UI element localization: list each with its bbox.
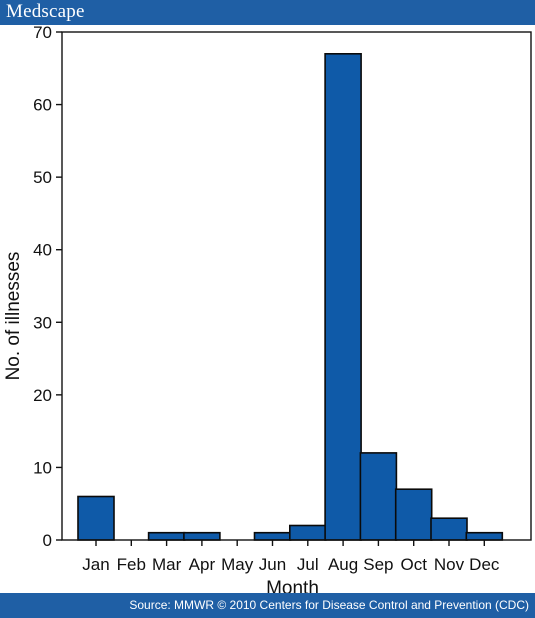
y-tick-label: 0 (43, 531, 52, 550)
bar-dec (465, 531, 504, 541)
bar-chart: 0 10 20 30 40 50 60 70 Jan Feb Mar Apr May Jun Jul Aug… (3, 23, 532, 599)
y-tick-label: 20 (33, 386, 52, 405)
bar-jun (253, 531, 292, 541)
x-tick-label-jul: Jul (297, 555, 319, 574)
bar-nov (430, 517, 468, 541)
y-axis-label: No. of illnesses (3, 252, 24, 381)
bar-jul (288, 524, 327, 541)
y-ticks-group: 0 10 20 30 40 50 60 70 (33, 23, 62, 550)
plot-frame (61, 31, 532, 541)
footer-band: Source: MMWR © 2010 Centers for Disease … (0, 593, 535, 618)
chart-area: 0 10 20 30 40 50 60 70 Jan Feb Mar Apr May Jun Jul Aug… (0, 23, 535, 599)
y-tick-label: 30 (33, 313, 52, 332)
x-tick-label-dec: Dec (469, 555, 500, 574)
x-tick-label-may: May (221, 555, 254, 574)
x-tick-label-sep: Sep (363, 555, 393, 574)
x-tick-label-jan: Jan (82, 555, 109, 574)
bar-aug (324, 52, 362, 541)
bar-sep (359, 452, 398, 541)
x-tick-label-mar: Mar (152, 555, 182, 574)
x-ticks-group: Jan Feb Mar Apr May Jun Jul Aug Sep Oct Nov Dec (82, 540, 500, 574)
bar-mar (147, 531, 186, 541)
bars-group (77, 52, 504, 541)
medscape-logo: Medscape (6, 1, 85, 22)
y-tick-label: 40 (33, 241, 52, 260)
y-tick-label: 50 (33, 168, 52, 187)
axes-group (61, 31, 532, 541)
bar-jan (77, 495, 115, 541)
x-tick-label-oct: Oct (400, 555, 427, 574)
y-tick-label: 60 (33, 96, 52, 115)
bar-apr (183, 531, 221, 541)
y-tick-label: 70 (33, 25, 52, 42)
x-tick-label-nov: Nov (434, 555, 465, 574)
y-tick-label: 10 (33, 458, 52, 477)
x-tick-label-feb: Feb (117, 555, 146, 574)
x-tick-label-aug: Aug (328, 555, 358, 574)
bar-oct (394, 488, 433, 541)
header-band: Medscape (0, 0, 535, 25)
x-tick-label-apr: Apr (189, 555, 216, 574)
x-tick-label-jun: Jun (259, 555, 286, 574)
source-credit: Source: MMWR © 2010 Centers for Disease … (129, 598, 529, 612)
x-axis-label: Month (266, 578, 319, 593)
